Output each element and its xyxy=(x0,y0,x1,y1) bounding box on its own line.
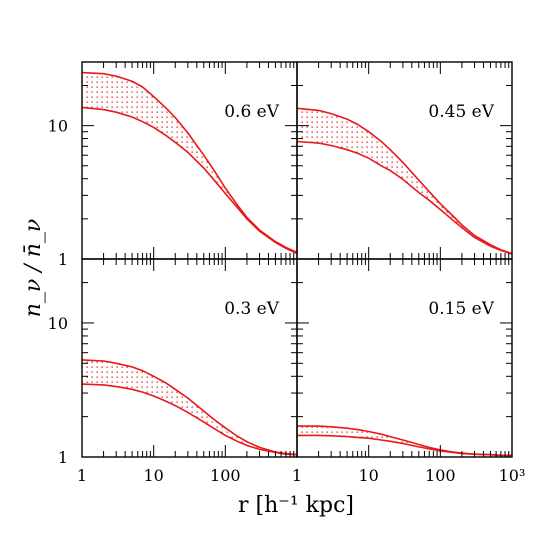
x-tick-label: 100 xyxy=(425,466,456,485)
y-axis-label-text: n_ν / n̄_ν xyxy=(21,219,46,317)
x-tick-label: 1 xyxy=(77,466,87,485)
y-tick-label: 10 xyxy=(48,314,68,333)
lower-curve xyxy=(296,140,513,255)
panel-top-right: 0.45 eV xyxy=(296,61,513,260)
y-axis-label: n_ν / n̄_ν xyxy=(21,219,46,317)
upper-curve xyxy=(81,359,298,456)
panel-top-left: 0.6 eV 10 1 xyxy=(48,61,298,269)
panel-annotation: 0.15 eV xyxy=(428,299,494,319)
panel-frame xyxy=(296,61,513,260)
panel-annotation: 0.45 eV xyxy=(428,102,494,122)
y-tick-label: 1 xyxy=(58,448,68,467)
panel-annotation: 0.6 eV xyxy=(224,102,280,122)
x-tick-label: 10³ xyxy=(499,466,526,485)
upper-curve xyxy=(296,107,513,255)
ticks xyxy=(82,62,297,259)
x-tick-label: 100 xyxy=(210,466,241,485)
x-tick-label: 10 xyxy=(358,466,378,485)
ticks xyxy=(297,62,512,259)
band-fill xyxy=(297,108,512,254)
panel-bottom-right: 0.15 eV 10 100 10³ xyxy=(296,258,526,485)
y-tick-label: 1 xyxy=(58,250,68,269)
upper-curve xyxy=(81,71,298,254)
panel-frame xyxy=(296,258,513,458)
ticks xyxy=(82,259,297,457)
x-tick-label: 1 xyxy=(292,466,302,485)
x-tick-label: 10 xyxy=(143,466,163,485)
band-fill xyxy=(82,72,297,254)
lower-curve xyxy=(81,383,298,456)
panel-frame xyxy=(81,258,298,458)
lower-curve xyxy=(81,106,298,255)
y-tick-label: 10 xyxy=(48,117,68,136)
x-axis-label: r [h⁻¹ kpc] xyxy=(238,493,354,518)
lower-curve xyxy=(297,434,512,457)
panel-annotation: 0.3 eV xyxy=(224,299,280,319)
ticks xyxy=(297,259,512,457)
band-fill xyxy=(82,359,297,455)
